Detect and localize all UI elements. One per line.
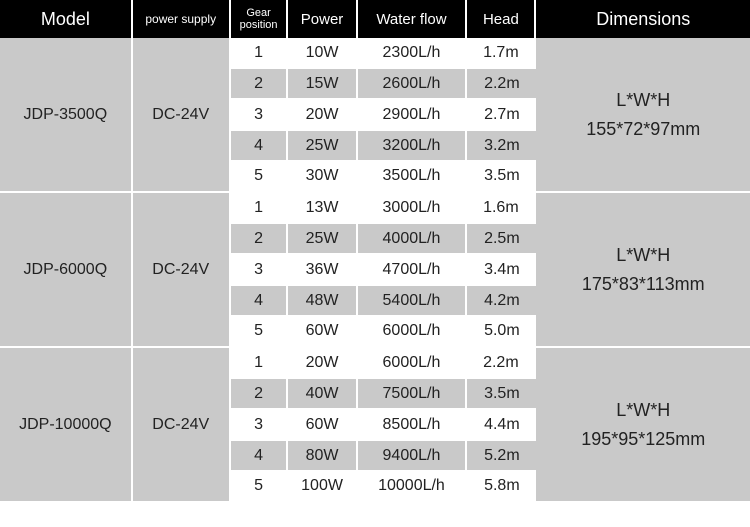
power-cell: 20W xyxy=(288,348,357,379)
dim-value: 155*72*97mm xyxy=(536,115,750,144)
power-cell: 100W xyxy=(288,472,357,503)
gear-cell: 1 xyxy=(231,193,289,224)
header-model: Model xyxy=(0,0,133,38)
flow-cell: 3500L/h xyxy=(358,162,468,193)
flow-cell: 3000L/h xyxy=(358,193,468,224)
head-cell: 2.7m xyxy=(467,100,536,131)
gear-cell: 2 xyxy=(231,69,289,100)
table-row: JDP-3500QDC-24V110W2300L/h1.7mL*W*H155*7… xyxy=(0,38,750,69)
power-cell: 20W xyxy=(288,100,357,131)
power-cell: 25W xyxy=(288,224,357,255)
power-cell: 10W xyxy=(288,38,357,69)
flow-cell: 5400L/h xyxy=(358,286,468,317)
head-cell: 3.5m xyxy=(467,379,536,410)
gear-cell: 1 xyxy=(231,348,289,379)
model-cell: JDP-3500Q xyxy=(0,38,133,193)
spec-table: Model power supply Gear position Power W… xyxy=(0,0,750,503)
power-cell: 48W xyxy=(288,286,357,317)
flow-cell: 2600L/h xyxy=(358,69,468,100)
gear-cell: 3 xyxy=(231,255,289,286)
flow-cell: 6000L/h xyxy=(358,348,468,379)
gear-cell: 3 xyxy=(231,100,289,131)
power-supply-cell: DC-24V xyxy=(133,348,231,503)
dimensions-cell: L*W*H175*83*113mm xyxy=(536,193,750,348)
header-row: Model power supply Gear position Power W… xyxy=(0,0,750,38)
header-gear: Gear position xyxy=(231,0,289,38)
header-power: Power xyxy=(288,0,357,38)
power-cell: 30W xyxy=(288,162,357,193)
gear-cell: 4 xyxy=(231,441,289,472)
dimensions-cell: L*W*H195*95*125mm xyxy=(536,348,750,503)
gear-cell: 4 xyxy=(231,131,289,162)
flow-cell: 6000L/h xyxy=(358,317,468,348)
flow-cell: 7500L/h xyxy=(358,379,468,410)
gear-cell: 5 xyxy=(231,317,289,348)
head-cell: 2.2m xyxy=(467,348,536,379)
head-cell: 5.8m xyxy=(467,472,536,503)
head-cell: 4.4m xyxy=(467,410,536,441)
dim-value: 175*83*113mm xyxy=(536,270,750,299)
header-power-supply: power supply xyxy=(133,0,231,38)
header-head: Head xyxy=(467,0,536,38)
power-cell: 25W xyxy=(288,131,357,162)
dim-value: 195*95*125mm xyxy=(536,425,750,454)
flow-cell: 3200L/h xyxy=(358,131,468,162)
gear-cell: 1 xyxy=(231,38,289,69)
header-flow: Water flow xyxy=(358,0,468,38)
table-row: JDP-10000QDC-24V120W6000L/h2.2mL*W*H195*… xyxy=(0,348,750,379)
flow-cell: 8500L/h xyxy=(358,410,468,441)
gear-cell: 5 xyxy=(231,472,289,503)
head-cell: 2.2m xyxy=(467,69,536,100)
head-cell: 4.2m xyxy=(467,286,536,317)
model-cell: JDP-10000Q xyxy=(0,348,133,503)
head-cell: 1.7m xyxy=(467,38,536,69)
power-cell: 36W xyxy=(288,255,357,286)
flow-cell: 2900L/h xyxy=(358,100,468,131)
gear-cell: 3 xyxy=(231,410,289,441)
power-supply-cell: DC-24V xyxy=(133,38,231,193)
power-cell: 60W xyxy=(288,317,357,348)
head-cell: 5.2m xyxy=(467,441,536,472)
dim-label: L*W*H xyxy=(536,241,750,270)
power-cell: 80W xyxy=(288,441,357,472)
table-body: JDP-3500QDC-24V110W2300L/h1.7mL*W*H155*7… xyxy=(0,38,750,503)
dimensions-cell: L*W*H155*72*97mm xyxy=(536,38,750,193)
power-cell: 40W xyxy=(288,379,357,410)
flow-cell: 9400L/h xyxy=(358,441,468,472)
flow-cell: 10000L/h xyxy=(358,472,468,503)
gear-cell: 4 xyxy=(231,286,289,317)
gear-cell: 2 xyxy=(231,379,289,410)
flow-cell: 4700L/h xyxy=(358,255,468,286)
power-cell: 15W xyxy=(288,69,357,100)
dim-label: L*W*H xyxy=(536,396,750,425)
table-row: JDP-6000QDC-24V113W3000L/h1.6mL*W*H175*8… xyxy=(0,193,750,224)
header-dimensions: Dimensions xyxy=(536,0,750,38)
head-cell: 3.4m xyxy=(467,255,536,286)
flow-cell: 4000L/h xyxy=(358,224,468,255)
model-cell: JDP-6000Q xyxy=(0,193,133,348)
gear-cell: 2 xyxy=(231,224,289,255)
flow-cell: 2300L/h xyxy=(358,38,468,69)
head-cell: 2.5m xyxy=(467,224,536,255)
power-cell: 60W xyxy=(288,410,357,441)
gear-cell: 5 xyxy=(231,162,289,193)
head-cell: 1.6m xyxy=(467,193,536,224)
head-cell: 3.5m xyxy=(467,162,536,193)
power-supply-cell: DC-24V xyxy=(133,193,231,348)
power-cell: 13W xyxy=(288,193,357,224)
head-cell: 5.0m xyxy=(467,317,536,348)
dim-label: L*W*H xyxy=(536,86,750,115)
head-cell: 3.2m xyxy=(467,131,536,162)
